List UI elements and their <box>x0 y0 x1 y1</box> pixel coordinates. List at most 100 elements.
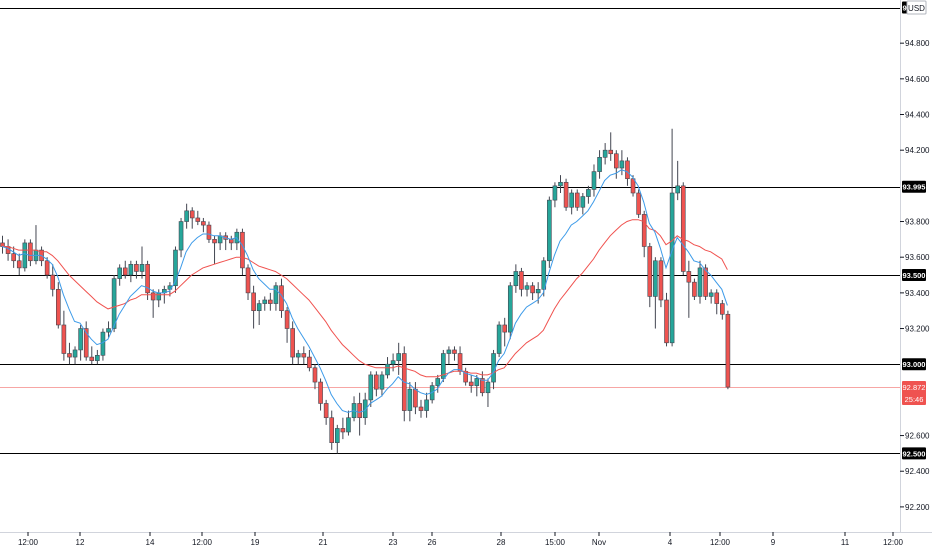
time-axis[interactable]: 12:00 12 14 12:00 19 21 23 26 28 15:00 Nov 4 12:00 9 1… <box>0 532 932 547</box>
candle-body-up <box>441 353 446 379</box>
candle-body-up <box>669 192 675 344</box>
candle-body-down <box>714 292 720 304</box>
candle-body-down <box>195 217 201 222</box>
currency-badge[interactable]: USD <box>906 0 927 15</box>
candle <box>664 292 669 347</box>
candle-body-up <box>507 285 513 333</box>
candle-body-down <box>228 239 234 244</box>
candle <box>697 260 703 304</box>
candle-body-down <box>641 214 647 247</box>
candle-body-up <box>675 185 680 194</box>
candle <box>11 246 16 268</box>
candle <box>245 264 251 301</box>
countdown-label: 25:46 <box>905 395 924 404</box>
candle <box>217 232 223 251</box>
candle <box>653 257 658 329</box>
candle-body-down <box>329 417 335 443</box>
candle <box>173 246 178 293</box>
candle <box>613 150 619 179</box>
price-tick-label: 94.400 <box>905 111 930 120</box>
time-tick-label: 12:00 <box>192 538 213 547</box>
price-axis[interactable]: 94.800 94.600 94.400 94.200 93.800 93.600 93.4… <box>900 0 930 532</box>
candle-body-up <box>385 363 390 376</box>
candle-body-up <box>524 285 530 290</box>
candle <box>675 160 680 201</box>
candle-body-down <box>692 281 697 297</box>
candle <box>401 346 407 422</box>
candle <box>435 374 441 393</box>
candle-body-down <box>452 349 457 354</box>
candle <box>128 260 134 283</box>
candle <box>658 257 664 308</box>
time-tick-label: 19 <box>251 538 260 547</box>
candle <box>641 210 647 258</box>
current-price-tag-box <box>902 381 926 406</box>
candle-body-down <box>664 299 669 344</box>
price-tick-label: 92.400 <box>905 467 930 476</box>
candle-body-down <box>480 378 485 394</box>
candle-body-up <box>496 324 502 354</box>
candle-body-up <box>552 185 558 201</box>
candle <box>485 378 491 408</box>
candle <box>725 310 731 390</box>
candle-body-down <box>720 303 725 315</box>
candle-body-up <box>117 267 122 279</box>
candle <box>452 346 457 361</box>
candle-body-up <box>78 328 83 351</box>
candle-body-down <box>703 267 708 297</box>
candle <box>480 371 485 397</box>
candle-body-up <box>262 299 268 304</box>
candle <box>251 285 256 329</box>
candle-body-down <box>28 242 33 262</box>
ema-fast-line <box>1 169 728 413</box>
candle-body-down <box>284 310 290 329</box>
candle <box>323 399 329 425</box>
candle-body-up <box>368 374 374 401</box>
candle <box>563 178 569 211</box>
time-tick-label: 9 <box>771 538 776 547</box>
candle <box>418 399 424 418</box>
candle <box>290 321 295 365</box>
candle-body-up <box>697 267 703 297</box>
candle-body-up <box>591 171 597 190</box>
candle <box>558 175 563 193</box>
candle-body-up <box>72 349 78 358</box>
price-tick-label: 92.200 <box>905 503 930 512</box>
price-tick-label: 93.400 <box>905 289 930 298</box>
candle-body-down <box>134 264 139 272</box>
candle-body-up <box>619 160 625 169</box>
candle <box>44 257 50 279</box>
candle-body-down <box>413 388 418 408</box>
candle <box>513 264 519 293</box>
level-price-tag: 93.500 <box>902 269 926 282</box>
candle <box>524 282 530 297</box>
candle-body-down <box>630 178 636 194</box>
candle <box>597 150 602 179</box>
candle <box>362 392 368 425</box>
candle-body-down <box>680 185 686 272</box>
candle-body-down <box>502 324 508 333</box>
candle-body-up <box>513 271 519 287</box>
candle-body-down <box>50 274 56 290</box>
candle <box>318 378 323 411</box>
level-price-tag-box <box>902 180 926 193</box>
candle <box>95 349 100 365</box>
candle <box>708 289 714 304</box>
candle-body-down <box>55 289 61 326</box>
candle <box>374 371 379 397</box>
candle <box>586 185 591 204</box>
candle <box>669 128 675 347</box>
candle-body-up <box>100 331 106 356</box>
candle-body-down <box>189 210 195 219</box>
price-tick-label: 94.200 <box>905 146 930 155</box>
candle-body-up <box>295 353 301 358</box>
price-tick-label: 93.600 <box>905 253 930 262</box>
candle-body-up <box>597 157 602 172</box>
candle-body-down <box>312 367 318 383</box>
candle-body-up <box>128 264 134 276</box>
time-tick-label: 26 <box>428 538 437 547</box>
candle <box>720 300 725 320</box>
candle <box>67 342 72 365</box>
